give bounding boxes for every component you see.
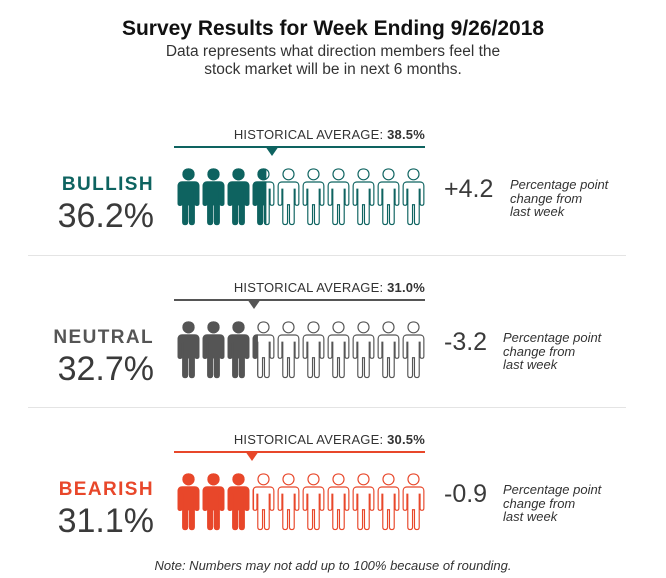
rounding-note: Note: Numbers may not add up to 100% bec… (154, 558, 512, 573)
person-icon (252, 321, 275, 379)
category-label: BEARISH (58, 479, 154, 500)
person-icon (377, 321, 400, 379)
change-value: +4.2 (444, 175, 494, 203)
historical-average-value: 38.5% (387, 127, 425, 142)
person-icon (327, 473, 350, 531)
historical-average-marker (265, 146, 280, 156)
person-icon (402, 321, 425, 379)
change-value: -0.9 (444, 480, 488, 508)
person-icon (177, 168, 200, 226)
historical-average-value: 30.5% (387, 432, 425, 447)
historical-average-marker (245, 451, 260, 461)
person-icon (302, 168, 325, 226)
change-note: Percentage point change from last week (503, 483, 623, 524)
person-icon-row (176, 320, 426, 380)
person-icon (402, 168, 425, 226)
page-subtitle: Data represents what direction members f… (0, 43, 666, 79)
person-icon (277, 473, 300, 531)
change-note-line-3: last week (510, 204, 565, 219)
person-icon (177, 473, 200, 531)
historical-average-line (174, 451, 425, 453)
person-icon (352, 168, 375, 226)
change-note-line-3: last week (503, 509, 558, 524)
change-note-line-1: Percentage point (510, 177, 609, 192)
person-icon-row (176, 472, 426, 532)
category-percentage: 31.1% (57, 502, 154, 540)
historical-average-line (174, 146, 425, 148)
person-icon (327, 321, 350, 379)
category-label: NEUTRAL (53, 327, 154, 348)
person-icon (277, 168, 300, 226)
historical-average-marker (246, 299, 261, 309)
person-icon (252, 473, 275, 531)
person-icon (352, 473, 375, 531)
person-icon (352, 321, 375, 379)
category-percentage: 36.2% (57, 197, 154, 235)
historical-average-prefix: HISTORICAL AVERAGE: (233, 127, 388, 142)
subtitle-line-1: Data represents what direction members f… (165, 43, 501, 60)
person-icon (277, 321, 300, 379)
historical-average-label: HISTORICAL AVERAGE: 38.5% (234, 127, 425, 142)
person-icon (177, 321, 200, 379)
page-title: Survey Results for Week Ending 9/26/2018 (121, 17, 545, 40)
person-icon (227, 321, 250, 379)
change-note-line-2: change from (503, 343, 576, 359)
historical-average-prefix: HISTORICAL AVERAGE: (233, 432, 388, 447)
change-note-line-1: Percentage point (503, 330, 602, 345)
person-icon (227, 473, 250, 531)
person-icon (252, 168, 275, 226)
section-divider (28, 255, 626, 256)
person-icon (377, 473, 400, 531)
person-icon (202, 321, 225, 379)
subtitle-line-2: stock market will be in next 6 months. (204, 61, 462, 78)
change-value: -3.2 (444, 328, 488, 356)
person-icon (227, 168, 250, 226)
person-icon (202, 168, 225, 226)
historical-average-value: 31.0% (387, 280, 425, 295)
section-bearish: HISTORICAL AVERAGE: 30.5% BEARISH 31.1% -0.… (0, 420, 666, 570)
change-note-line-2: change from (510, 190, 583, 206)
section-bullish: HISTORICAL AVERAGE: 38.5% BULLISH 36.2% +4.… (0, 115, 666, 265)
person-icon (302, 473, 325, 531)
person-icon (202, 473, 225, 531)
historical-average-line (174, 299, 425, 301)
change-note-line-2: change from (503, 495, 576, 511)
person-icon (377, 168, 400, 226)
change-note-line-3: last week (503, 357, 558, 372)
change-note: Percentage point change from last week (503, 331, 623, 372)
category-percentage: 32.7% (57, 350, 154, 388)
historical-average-prefix: HISTORICAL AVERAGE: (233, 280, 388, 295)
historical-average-label: HISTORICAL AVERAGE: 31.0% (234, 280, 425, 295)
category-label: BULLISH (61, 174, 154, 195)
section-divider (28, 407, 626, 408)
change-note: Percentage point change from last week (510, 178, 630, 219)
section-neutral: HISTORICAL AVERAGE: 31.0% NEUTRAL 32.7% -3.… (0, 268, 666, 418)
change-note-line-1: Percentage point (503, 482, 602, 497)
person-icon (302, 321, 325, 379)
person-icon (402, 473, 425, 531)
person-icon (327, 168, 350, 226)
person-icon-row (176, 167, 426, 227)
historical-average-label: HISTORICAL AVERAGE: 30.5% (234, 432, 425, 447)
